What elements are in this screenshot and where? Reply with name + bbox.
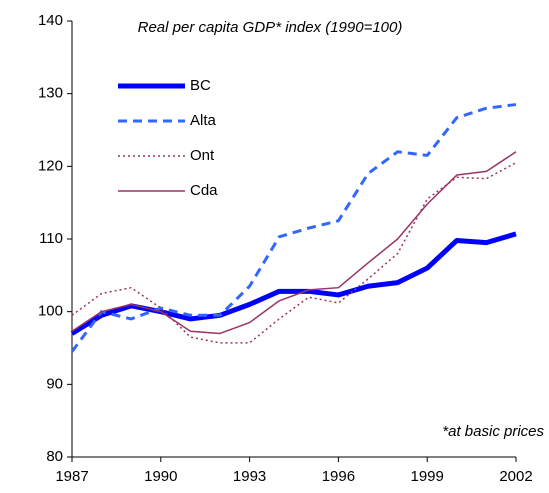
y-tick-label: 110	[39, 230, 63, 247]
y-tick-label: 90	[46, 375, 63, 392]
x-tick-label: 1990	[144, 468, 177, 485]
series-line	[70, 103, 517, 353]
y-tick-label: 120	[38, 157, 63, 174]
series-line	[71, 151, 517, 335]
y-tick-label: 100	[38, 303, 63, 320]
y-tick-label: 80	[46, 448, 63, 465]
series-line	[70, 231, 517, 336]
series-line	[71, 162, 517, 344]
y-tick-label: 130	[38, 85, 63, 102]
x-tick-label: 1987	[55, 468, 88, 485]
chart-title: Real per capita GDP* index (1990=100)	[138, 19, 403, 36]
legend-label: Cda	[190, 182, 218, 199]
x-tick-label: 1999	[411, 468, 444, 485]
legend-label: BC	[190, 77, 211, 94]
annotation: *at basic prices	[442, 423, 544, 440]
legend-label: Alta	[190, 112, 217, 129]
y-tick-label: 140	[38, 12, 63, 29]
x-tick-label: 2002	[499, 468, 532, 485]
legend-label: Ont	[190, 147, 215, 164]
x-tick-label: 1996	[322, 468, 355, 485]
x-tick-label: 1993	[233, 468, 266, 485]
